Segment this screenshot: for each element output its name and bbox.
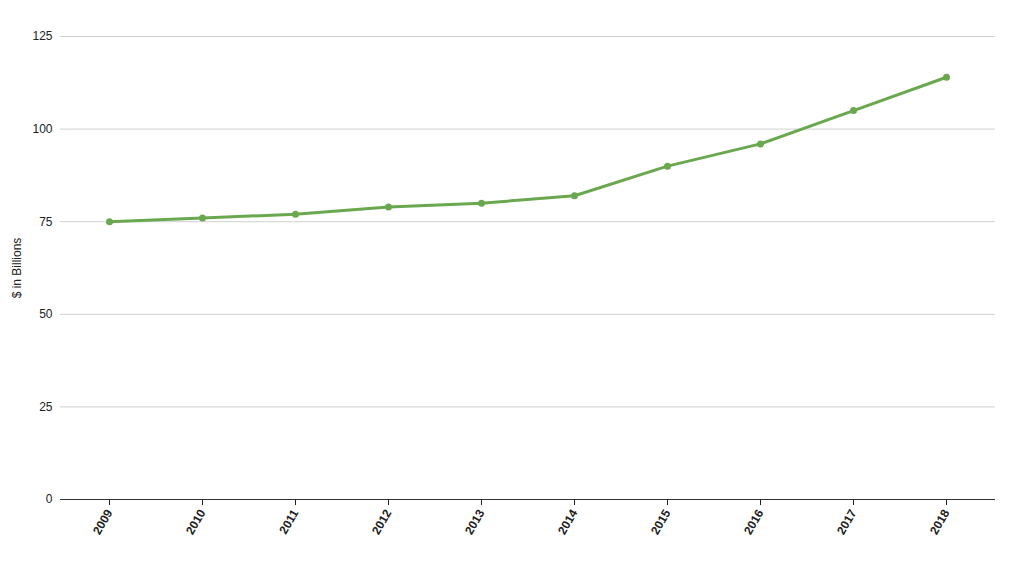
svg-text:$ in Billions: $ in Billions xyxy=(10,238,24,299)
svg-text:0: 0 xyxy=(46,492,53,506)
svg-text:2018: 2018 xyxy=(927,507,953,537)
svg-text:2017: 2017 xyxy=(834,507,860,537)
svg-text:2016: 2016 xyxy=(741,507,767,537)
svg-text:2013: 2013 xyxy=(462,507,488,537)
svg-text:125: 125 xyxy=(32,29,52,43)
svg-text:2015: 2015 xyxy=(648,507,674,537)
svg-text:75: 75 xyxy=(39,215,53,229)
svg-text:2012: 2012 xyxy=(369,507,395,537)
svg-text:2009: 2009 xyxy=(90,507,116,537)
svg-text:2011: 2011 xyxy=(276,507,301,537)
svg-text:100: 100 xyxy=(32,122,52,136)
svg-text:25: 25 xyxy=(39,400,53,414)
svg-text:2010: 2010 xyxy=(183,507,209,537)
svg-text:2014: 2014 xyxy=(555,507,581,537)
svg-text:50: 50 xyxy=(39,307,53,321)
